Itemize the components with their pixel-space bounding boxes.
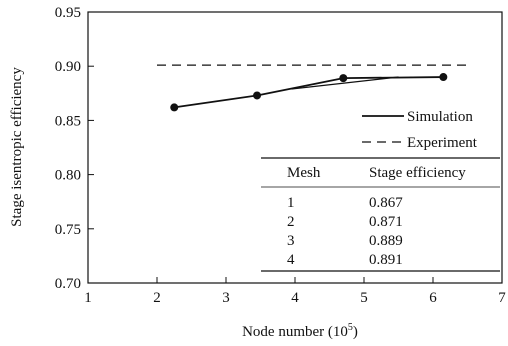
y-tick-label: 0.75 [55, 222, 81, 238]
simulation-point [339, 74, 348, 83]
table-cell: 1 [287, 195, 295, 211]
fit-line [291, 76, 399, 90]
x-tick-label: 7 [498, 290, 506, 306]
y-axis-label: Stage isentropic efficiency [9, 67, 25, 227]
table-cell: 0.871 [369, 214, 403, 230]
table-cell: 2 [287, 214, 295, 230]
series-layer [157, 64, 468, 112]
table-cell: 0.889 [369, 233, 403, 249]
x-axis-label: Node number (105) [242, 322, 358, 340]
x-axis-label-superscript: 5 [348, 322, 353, 333]
simulation-line [174, 76, 444, 109]
simulation-point [439, 73, 448, 82]
table-header: Mesh [287, 165, 321, 181]
y-axis-ticks: 0.70 0.75 0.80 0.85 0.90 0.95 [55, 5, 94, 292]
x-axis-label-close: ) [353, 324, 358, 340]
table-cell: 0.891 [369, 252, 403, 268]
x-tick-label: 1 [84, 290, 92, 306]
simulation-point [253, 91, 262, 100]
legend-label: Experiment [407, 135, 478, 151]
x-tick-label: 2 [153, 290, 161, 306]
simulation-point [170, 103, 179, 112]
y-tick-label: 0.90 [55, 59, 81, 75]
table-cell: 3 [287, 233, 295, 249]
mesh-table: Mesh Stage efficiency 1 0.867 2 0.871 3 0.889 4 0… [261, 157, 500, 272]
table-header: Stage efficiency [369, 165, 466, 181]
x-tick-label: 4 [291, 290, 299, 306]
x-tick-label: 6 [429, 290, 437, 306]
table-cell: 4 [287, 252, 295, 268]
x-tick-label: 3 [222, 290, 230, 306]
x-axis-label-text: Node number (10 [242, 324, 348, 340]
y-tick-label: 0.85 [55, 113, 81, 129]
y-tick-label: 0.80 [55, 168, 81, 184]
x-tick-label: 5 [360, 290, 368, 306]
x-axis-ticks: 1 2 3 4 5 6 7 [84, 277, 506, 306]
legend: Simulation Experiment [362, 109, 478, 151]
y-tick-label: 0.70 [55, 276, 81, 292]
table-cell: 0.867 [369, 195, 403, 211]
y-tick-label: 0.95 [55, 5, 81, 21]
legend-label: Simulation [407, 109, 473, 125]
